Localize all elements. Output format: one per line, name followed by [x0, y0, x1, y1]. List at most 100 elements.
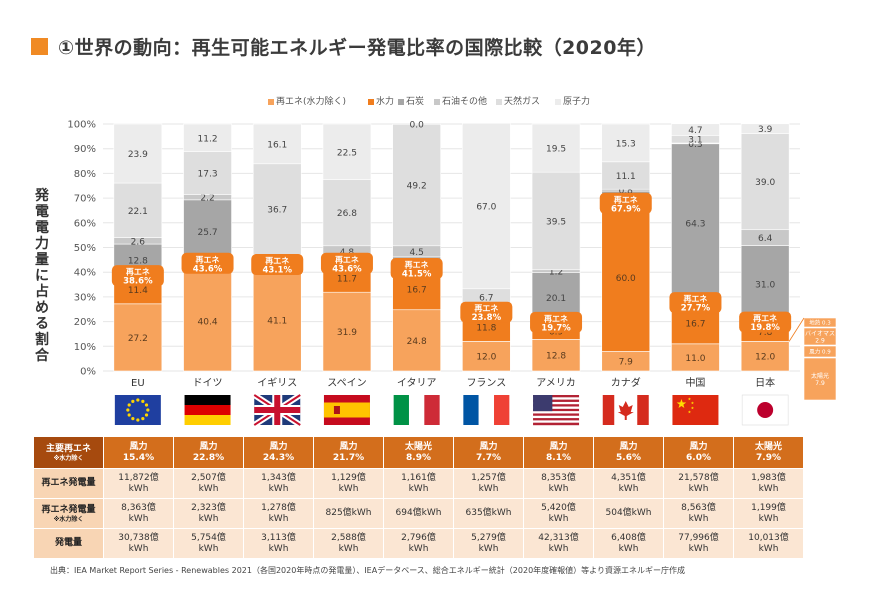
cell-line: 5,754億	[174, 533, 243, 544]
table-cell: 635億kWh	[454, 499, 524, 529]
data-label: 39.5	[546, 217, 566, 227]
row-header-label: 再エネ発電量	[41, 478, 95, 488]
data-label: 12.0	[755, 353, 775, 363]
flag-star	[126, 408, 129, 411]
x-tick-label: フランス	[466, 377, 506, 389]
data-label: 25.7	[198, 228, 218, 238]
Japan flag	[742, 395, 788, 425]
table-cell: 8,353億 kWh	[524, 469, 594, 499]
cell-line: kWh	[454, 484, 523, 495]
cell-line: 504億kWh	[594, 508, 663, 519]
japan-breakdown-label: 地熱 0.3	[809, 319, 831, 327]
cell-line: 30,738億	[104, 533, 173, 544]
y-tick-label: 40%	[74, 268, 96, 279]
Spain flag	[324, 395, 370, 425]
flag-stripe	[185, 395, 231, 405]
cell-line: 1,161億	[384, 473, 453, 484]
data-label: 3.1	[688, 136, 702, 146]
flag-star	[131, 400, 134, 403]
cell-line: kWh	[594, 484, 663, 495]
renewable-callout-label: 再エネ	[544, 313, 568, 323]
y-tick-label: 90%	[74, 144, 96, 155]
table-cell: 77,996億 kWh	[664, 529, 734, 559]
flag-star	[146, 408, 149, 411]
cell-line: 2,507億	[174, 473, 243, 484]
data-label: 20.1	[546, 294, 566, 304]
y-tick-label: 80%	[74, 169, 96, 180]
japan-breakdown-label: バイオマス	[805, 331, 835, 338]
cell-line: kWh	[454, 544, 523, 555]
flag-stripe	[324, 403, 370, 418]
data-label: 24.8	[407, 337, 427, 347]
japan-breakdown-label: 太陽光	[811, 372, 829, 380]
flag-cross	[254, 407, 300, 413]
China flag	[672, 395, 718, 425]
cell-line: 8,563億	[664, 503, 733, 514]
flag-stripe	[394, 395, 409, 425]
table-cell: 1,129億 kWh	[314, 469, 384, 499]
row-header-label: 再エネ発電量	[41, 505, 95, 515]
cell-line: 8.9%	[384, 453, 453, 464]
flag-star	[131, 417, 134, 420]
table-cell: 1,161億 kWh	[384, 469, 454, 499]
cell-line: kWh	[524, 544, 593, 555]
renewable-callout-label: 再エネ	[335, 254, 359, 264]
row-header: 主要再エネ ※水力除く	[34, 437, 104, 469]
data-label: 36.7	[267, 206, 287, 216]
EU flag	[115, 395, 161, 425]
renewable-callout-label: 再エネ	[683, 294, 707, 304]
x-tick-label: スペイン	[327, 378, 366, 389]
renewable-callout-value: 67.9%	[611, 204, 641, 214]
data-label: 12.8	[128, 256, 148, 266]
France flag	[463, 395, 509, 425]
table-cell: 風力 6.0%	[664, 437, 734, 469]
table-cell: 42,313億 kWh	[524, 529, 594, 559]
cell-line: 風力	[524, 442, 593, 453]
cell-line: kWh	[174, 514, 243, 525]
cell-line: 風力	[244, 442, 313, 453]
table-cell: 風力 8.1%	[524, 437, 594, 469]
row-header: 再エネ発電量	[34, 469, 104, 499]
data-label: 17.3	[198, 170, 218, 180]
data-label: 60.0	[616, 274, 636, 284]
cell-line: 1,199億	[734, 503, 803, 514]
flag-stripe	[533, 423, 579, 426]
renewable-callout-value: 43.1%	[263, 266, 293, 276]
renewable-callout-value: 27.7%	[681, 304, 711, 314]
y-tick-label: 30%	[74, 292, 96, 303]
cell-line: 8.1%	[524, 453, 593, 464]
y-tick-label: 0%	[80, 367, 96, 378]
data-label: 11.7	[337, 274, 357, 284]
data-label: 64.3	[685, 220, 705, 230]
cell-line: kWh	[244, 484, 313, 495]
cell-line: kWh	[104, 484, 173, 495]
cell-line: 風力	[104, 442, 173, 453]
cell-line: 635億kWh	[454, 508, 523, 519]
cell-line: 21.7%	[314, 453, 383, 464]
renewable-callout-value: 38.6%	[123, 277, 153, 287]
data-label: 67.0	[476, 203, 496, 213]
data-label: 22.1	[128, 207, 148, 217]
cell-line: 2,796億	[384, 533, 453, 544]
flag-stripe	[533, 413, 579, 416]
table-cell: 5,279億 kWh	[454, 529, 524, 559]
table-cell: 風力 24.3%	[244, 437, 314, 469]
table-row: 再エネ発電量 ※水力除く 8,363億 kWh 2,323億 kWh 1,278億 kWh 82…	[34, 499, 804, 529]
table-cell: 694億kWh	[384, 499, 454, 529]
x-tick-label: カナダ	[611, 376, 641, 389]
flag-star	[141, 417, 144, 420]
row-header: 再エネ発電量 ※水力除く	[34, 499, 104, 529]
cell-line: 825億kWh	[314, 508, 383, 519]
y-tick-label: 70%	[74, 194, 96, 205]
cell-line: 2,323億	[174, 503, 243, 514]
table-cell: 10,013億 kWh	[734, 529, 804, 559]
cell-line: 風力	[314, 442, 383, 453]
data-label: 31.0	[755, 280, 775, 290]
cell-line: 風力	[664, 442, 733, 453]
data-label: 41.1	[267, 317, 287, 327]
data-label: 11.1	[616, 172, 636, 182]
flag-stripe	[185, 405, 231, 415]
table-cell: 504億kWh	[594, 499, 664, 529]
cell-line: 太陽光	[734, 442, 803, 453]
cell-line: 6.0%	[664, 453, 733, 464]
